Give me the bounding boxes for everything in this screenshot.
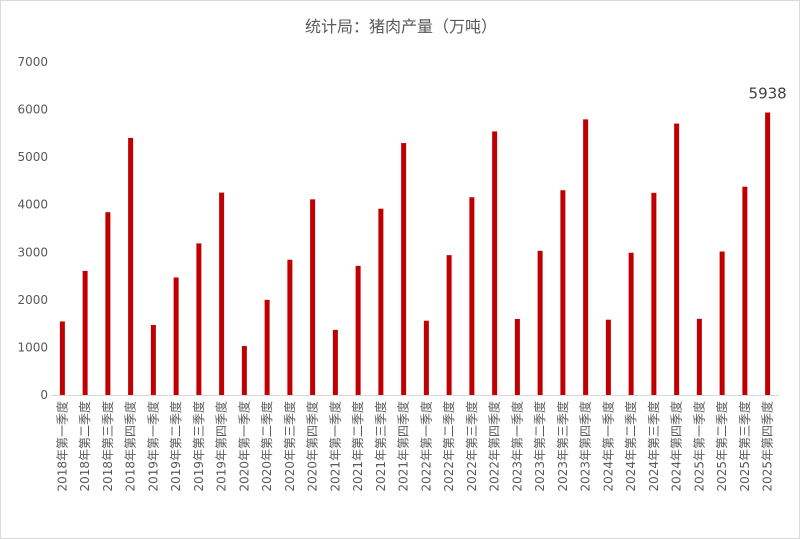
bar bbox=[128, 137, 134, 395]
x-tick-label: 2025年第四季度 bbox=[760, 401, 775, 492]
bar bbox=[241, 346, 247, 395]
bar bbox=[105, 212, 111, 395]
x-tick-label: 2024年第三季度 bbox=[646, 401, 661, 492]
x-tick-label: 2021年第三季度 bbox=[373, 401, 388, 492]
x-tick-label: 2022年第四季度 bbox=[487, 401, 502, 492]
bar bbox=[719, 251, 725, 395]
x-tick-label: 2019年第四季度 bbox=[214, 401, 229, 492]
bar bbox=[310, 199, 316, 395]
x-tick-label: 2020年第一季度 bbox=[236, 401, 251, 492]
x-tick-label: 2023年第一季度 bbox=[509, 401, 524, 492]
bar bbox=[696, 318, 702, 395]
bar bbox=[765, 112, 771, 395]
bar bbox=[59, 321, 65, 395]
x-tick-label: 2021年第一季度 bbox=[327, 401, 342, 492]
x-tick-label: 2021年第四季度 bbox=[396, 401, 411, 492]
bar bbox=[537, 250, 543, 395]
bar bbox=[446, 255, 452, 395]
bar bbox=[742, 186, 748, 395]
data-label: 5938 bbox=[749, 85, 787, 103]
bar bbox=[628, 252, 634, 395]
bar bbox=[401, 143, 407, 395]
x-tick-label: 2024年第二季度 bbox=[623, 401, 638, 492]
bar bbox=[332, 329, 338, 395]
bar bbox=[378, 208, 384, 395]
x-tick-label: 2019年第三季度 bbox=[191, 401, 206, 492]
x-tick-label: 2019年第二季度 bbox=[168, 401, 183, 492]
x-axis: 2018年第一季度 2018年第二季度 2018年第三季度 2018年第四季度 2019… bbox=[54, 401, 774, 492]
x-tick-label: 2023年第二季度 bbox=[532, 401, 547, 492]
y-tick-label: 4000 bbox=[17, 198, 48, 212]
x-tick-label: 2020年第三季度 bbox=[282, 401, 297, 492]
bar bbox=[264, 299, 270, 395]
bar bbox=[605, 319, 611, 395]
y-tick-label: 5000 bbox=[17, 150, 48, 164]
data-labels: 5938 bbox=[749, 85, 787, 103]
x-tick-label: 2020年第二季度 bbox=[259, 401, 274, 492]
bar bbox=[492, 131, 498, 395]
x-tick-label: 2018年第四季度 bbox=[123, 401, 138, 492]
bar bbox=[82, 270, 88, 395]
x-tick-label: 2018年第三季度 bbox=[100, 401, 115, 492]
bar bbox=[219, 192, 225, 395]
x-tick-label: 2024年第四季度 bbox=[669, 401, 684, 492]
bar bbox=[150, 324, 156, 395]
x-tick-label: 2018年第一季度 bbox=[54, 401, 69, 492]
bar bbox=[583, 119, 589, 395]
x-tick-label: 2025年第一季度 bbox=[691, 401, 706, 492]
x-tick-label: 2020年第四季度 bbox=[305, 401, 320, 492]
x-tick-label: 2025年第三季度 bbox=[737, 401, 752, 492]
bar bbox=[674, 123, 680, 395]
bar bbox=[469, 197, 475, 395]
y-tick-label: 3000 bbox=[17, 245, 48, 259]
bars bbox=[59, 112, 771, 395]
y-tick-label: 7000 bbox=[17, 55, 48, 69]
y-tick-label: 0 bbox=[40, 388, 48, 402]
x-tick-label: 2023年第四季度 bbox=[578, 401, 593, 492]
bar bbox=[287, 259, 293, 395]
bar bbox=[651, 192, 657, 395]
x-tick-label: 2022年第三季度 bbox=[464, 401, 479, 492]
x-tick-label: 2018年第二季度 bbox=[77, 401, 92, 492]
y-axis: 0 1000 2000 3000 4000 5000 6000 7000 bbox=[17, 55, 48, 402]
chart-title: 统计局：猪肉产量（万吨） bbox=[304, 17, 497, 36]
bar bbox=[196, 243, 202, 395]
x-tick-label: 2021年第二季度 bbox=[350, 401, 365, 492]
bar bbox=[173, 277, 179, 395]
x-tick-label: 2019年第一季度 bbox=[145, 401, 160, 492]
x-tick-label: 2025年第二季度 bbox=[714, 401, 729, 492]
bar bbox=[423, 320, 429, 395]
x-tick-label: 2022年第二季度 bbox=[441, 401, 456, 492]
bar bbox=[514, 318, 520, 395]
x-tick-label: 2022年第一季度 bbox=[418, 401, 433, 492]
y-tick-label: 1000 bbox=[17, 340, 48, 354]
bar bbox=[355, 265, 361, 395]
bar bbox=[560, 190, 566, 395]
y-tick-label: 6000 bbox=[17, 103, 48, 117]
x-tick-label: 2023年第三季度 bbox=[555, 401, 570, 492]
y-tick-label: 2000 bbox=[17, 293, 48, 307]
x-tick-label: 2024年第一季度 bbox=[600, 401, 615, 492]
